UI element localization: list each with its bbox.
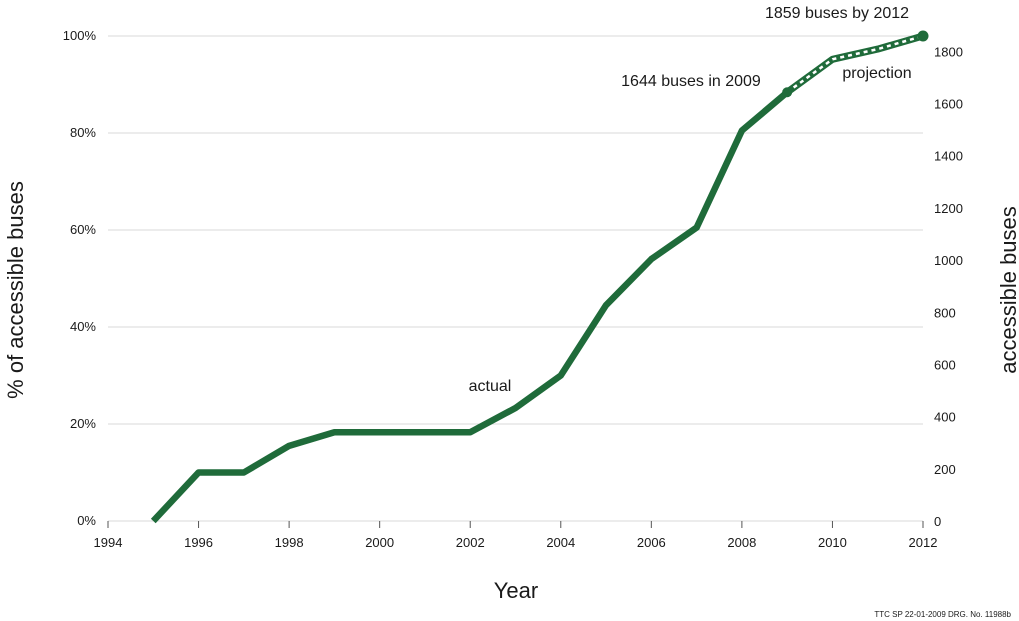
x-tick-label: 2002 bbox=[456, 535, 485, 550]
y-right-tick-label: 1200 bbox=[934, 201, 963, 216]
y-right-tick-label: 1600 bbox=[934, 97, 963, 112]
y-right-tick-label: 400 bbox=[934, 410, 956, 425]
x-tick-label: 2008 bbox=[727, 535, 756, 550]
x-tick-label: 1996 bbox=[184, 535, 213, 550]
y-right-ticks: 0 200 400 600 800 1000 1200 1400 1600 1800 bbox=[934, 44, 963, 529]
y-left-axis-title: % of accessible buses bbox=[3, 181, 28, 399]
x-tick-label: 2006 bbox=[637, 535, 666, 550]
x-axis-title: Year bbox=[494, 578, 538, 603]
x-ticks: 1994 1996 1998 2000 2002 2004 2006 2008 2010 2012 bbox=[94, 521, 938, 550]
source-note: TTC SP 22-01-2009 DRG. No. 11988b bbox=[874, 610, 1011, 619]
series-lines bbox=[150, 30, 929, 524]
projection-label: projection bbox=[842, 65, 911, 82]
actual-label: actual bbox=[469, 378, 512, 395]
x-tick-label: 2004 bbox=[546, 535, 575, 550]
gridlines bbox=[108, 35, 923, 522]
x-tick-label: 2012 bbox=[909, 535, 938, 550]
y-right-tick-label: 200 bbox=[934, 462, 956, 477]
annotation-2012: 1859 buses by 2012 bbox=[765, 5, 909, 22]
y-left-ticks: 0% 20% 40% 60% 80% 100% bbox=[63, 28, 97, 528]
projection-line-base bbox=[785, 32, 924, 96]
x-tick-label: 1998 bbox=[275, 535, 304, 550]
y-right-tick-label: 800 bbox=[934, 305, 956, 320]
y-left-tick-label: 40% bbox=[70, 319, 96, 334]
point-2009 bbox=[782, 87, 793, 98]
y-right-tick-label: 0 bbox=[934, 514, 941, 529]
y-right-tick-label: 1000 bbox=[934, 253, 963, 268]
y-right-tick-label: 1800 bbox=[934, 44, 963, 59]
y-right-axis-title: accessible buses bbox=[996, 206, 1019, 374]
y-left-tick-label: 0% bbox=[77, 513, 96, 528]
y-right-tick-label: 600 bbox=[934, 357, 956, 372]
annotation-2009: 1644 buses in 2009 bbox=[621, 73, 761, 90]
y-left-tick-label: 80% bbox=[70, 125, 96, 140]
actual-line bbox=[150, 89, 790, 524]
y-left-tick-label: 100% bbox=[63, 28, 97, 43]
x-tick-label: 2010 bbox=[818, 535, 847, 550]
point-2012 bbox=[917, 30, 929, 42]
y-left-tick-label: 60% bbox=[70, 222, 96, 237]
x-tick-label: 2000 bbox=[365, 535, 394, 550]
x-tick-label: 1994 bbox=[94, 535, 123, 550]
y-right-tick-label: 1400 bbox=[934, 149, 963, 164]
y-left-tick-label: 20% bbox=[70, 416, 96, 431]
